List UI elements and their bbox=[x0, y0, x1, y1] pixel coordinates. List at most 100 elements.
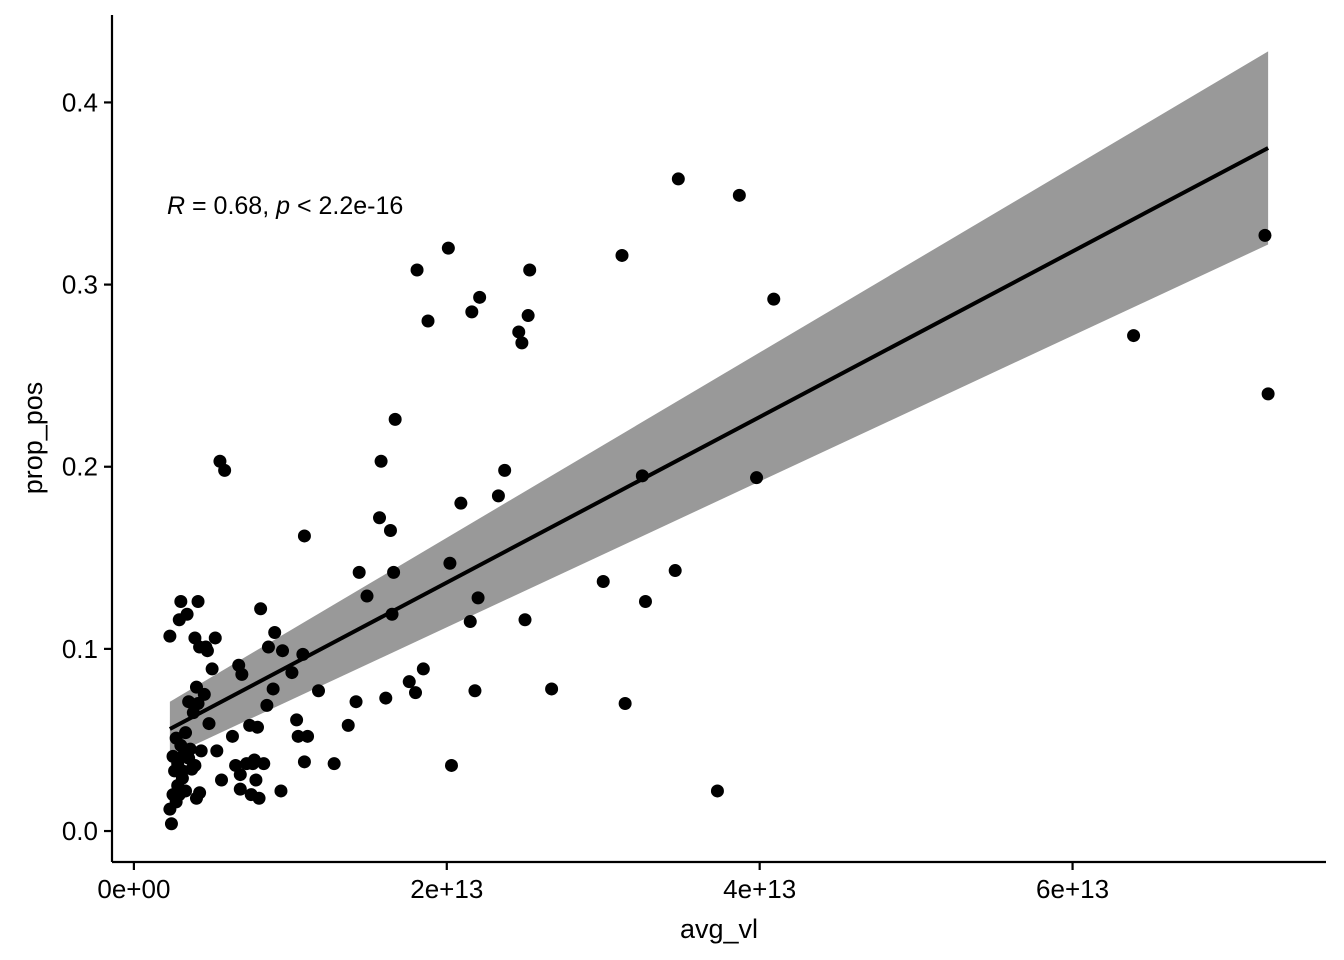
regression-line bbox=[168, 146, 1270, 731]
data-point bbox=[421, 314, 435, 328]
data-point bbox=[210, 744, 224, 758]
data-point bbox=[291, 729, 305, 743]
data-point bbox=[260, 698, 274, 712]
data-point bbox=[312, 684, 326, 698]
data-point bbox=[498, 463, 512, 477]
data-point bbox=[191, 697, 205, 711]
data-point bbox=[518, 613, 532, 627]
x-tick-label: 4e+13 bbox=[723, 874, 796, 904]
data-point bbox=[732, 188, 746, 202]
data-point bbox=[250, 720, 264, 734]
data-point bbox=[191, 595, 205, 609]
data-point bbox=[296, 647, 310, 661]
data-point bbox=[183, 742, 197, 756]
data-point bbox=[710, 784, 724, 798]
x-tick-label: 6e+13 bbox=[1036, 874, 1109, 904]
data-point bbox=[1127, 329, 1141, 343]
data-point bbox=[515, 336, 529, 350]
data-point bbox=[233, 768, 247, 782]
data-point bbox=[235, 667, 249, 681]
data-point bbox=[360, 589, 374, 603]
data-point bbox=[471, 591, 485, 605]
data-point bbox=[545, 682, 559, 696]
data-point bbox=[618, 697, 632, 711]
data-point bbox=[215, 773, 229, 787]
data-point bbox=[387, 565, 401, 579]
data-point bbox=[410, 263, 424, 277]
data-point bbox=[208, 631, 222, 645]
data-point bbox=[750, 471, 764, 485]
x-tick-label: 2e+13 bbox=[410, 874, 483, 904]
data-point bbox=[174, 595, 188, 609]
data-point bbox=[767, 292, 781, 306]
data-point bbox=[266, 682, 280, 696]
data-point bbox=[218, 463, 232, 477]
data-point bbox=[341, 718, 355, 732]
data-point bbox=[349, 695, 363, 709]
annotation-p-symbol: p bbox=[275, 192, 290, 220]
data-point bbox=[193, 786, 207, 800]
data-point bbox=[297, 529, 311, 543]
data-point bbox=[179, 726, 193, 740]
data-point bbox=[409, 686, 422, 700]
annotation-p-value: < 2.2e-16 bbox=[290, 192, 403, 220]
y-tick-label: 0.4 bbox=[62, 87, 98, 117]
confidence-band bbox=[169, 51, 1269, 757]
data-point bbox=[379, 691, 393, 705]
data-point bbox=[276, 644, 290, 658]
y-tick-label: 0.3 bbox=[62, 270, 98, 300]
data-point bbox=[268, 625, 282, 639]
data-point bbox=[179, 784, 193, 798]
data-point bbox=[512, 325, 526, 339]
y-axis-title: prop_pos bbox=[18, 382, 48, 495]
y-tick-label: 0.0 bbox=[62, 816, 98, 846]
data-point bbox=[285, 666, 299, 680]
annotation-text: R = 0.68, p < 2.2e-16 bbox=[167, 192, 403, 220]
regression-line-layer bbox=[168, 146, 1270, 731]
data-point bbox=[374, 454, 388, 468]
data-point bbox=[638, 595, 652, 609]
data-point bbox=[202, 717, 216, 731]
data-point bbox=[596, 574, 610, 588]
data-points-layer bbox=[163, 172, 1275, 831]
data-point bbox=[383, 523, 397, 537]
data-point bbox=[388, 412, 402, 426]
data-point bbox=[521, 309, 535, 323]
x-tick-label: 0e+00 bbox=[97, 874, 170, 904]
data-point bbox=[468, 684, 482, 698]
data-point bbox=[441, 241, 455, 255]
data-point bbox=[635, 469, 649, 483]
data-point bbox=[225, 729, 239, 743]
data-point bbox=[188, 758, 202, 772]
data-point bbox=[373, 511, 387, 525]
data-point bbox=[671, 172, 685, 186]
data-point bbox=[233, 782, 247, 796]
data-point bbox=[491, 489, 505, 503]
data-point bbox=[290, 713, 304, 727]
data-point bbox=[274, 784, 288, 798]
data-point bbox=[252, 791, 266, 805]
data-point bbox=[327, 757, 341, 771]
data-point bbox=[473, 290, 487, 304]
data-point bbox=[444, 758, 458, 772]
data-point bbox=[416, 662, 430, 676]
data-point bbox=[463, 615, 477, 629]
data-point bbox=[465, 305, 479, 319]
data-point bbox=[385, 607, 399, 621]
data-point bbox=[297, 755, 311, 769]
y-tick-label: 0.2 bbox=[62, 452, 98, 482]
data-point bbox=[197, 687, 211, 701]
data-point bbox=[194, 744, 208, 758]
data-point bbox=[402, 675, 416, 689]
axis-ticks-layer: 0.0 0.1 0.2 0.3 0.4 0e+00 2e+13 4e+13 6e+13 bbox=[62, 87, 1109, 904]
data-point bbox=[164, 817, 178, 831]
data-point bbox=[352, 565, 366, 579]
confidence-band-layer bbox=[169, 51, 1269, 757]
data-point bbox=[615, 248, 629, 262]
data-point bbox=[175, 771, 189, 785]
data-point bbox=[668, 564, 682, 578]
data-point bbox=[301, 729, 315, 743]
data-point bbox=[180, 607, 194, 621]
data-point bbox=[249, 773, 263, 787]
